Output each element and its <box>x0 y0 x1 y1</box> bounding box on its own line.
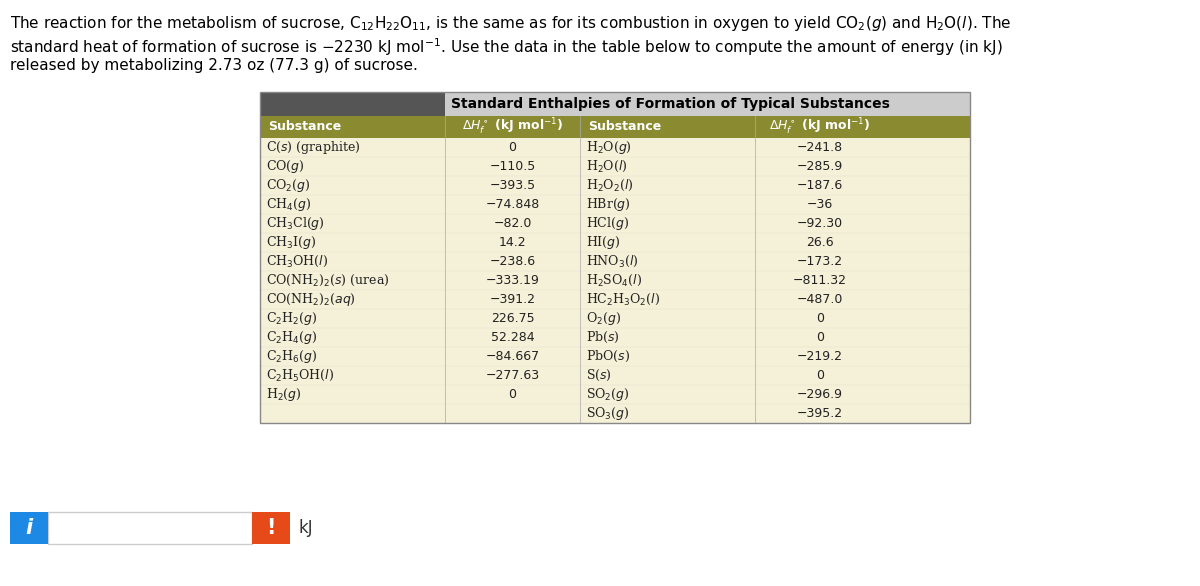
Text: H$_2$O($l$): H$_2$O($l$) <box>586 159 628 174</box>
Text: CH$_3$Cl($g$): CH$_3$Cl($g$) <box>266 215 325 232</box>
Text: $\Delta H_f^\circ$ (kJ mol$^{-1}$): $\Delta H_f^\circ$ (kJ mol$^{-1}$) <box>769 117 871 137</box>
Text: −285.9: −285.9 <box>797 160 844 173</box>
Text: C($s$) (graphite): C($s$) (graphite) <box>266 139 360 156</box>
Text: −219.2: −219.2 <box>797 350 842 363</box>
Text: kJ: kJ <box>298 519 313 537</box>
Text: CO(NH$_2$)$_2$($aq$): CO(NH$_2$)$_2$($aq$) <box>266 291 356 308</box>
Text: CO$_2$($g$): CO$_2$($g$) <box>266 177 311 194</box>
Text: H$_2$SO$_4$($l$): H$_2$SO$_4$($l$) <box>586 273 642 288</box>
Text: SO$_3$($g$): SO$_3$($g$) <box>586 405 630 422</box>
Bar <box>260 92 445 116</box>
Text: −84.667: −84.667 <box>486 350 540 363</box>
Bar <box>260 138 970 423</box>
Text: Substance: Substance <box>268 121 341 134</box>
Bar <box>10 512 48 544</box>
Text: C$_2$H$_6$($g$): C$_2$H$_6$($g$) <box>266 348 317 365</box>
Text: C$_2$H$_4$($g$): C$_2$H$_4$($g$) <box>266 329 317 346</box>
Text: 0: 0 <box>509 141 516 154</box>
Text: !: ! <box>266 518 276 538</box>
Text: $\Delta H_f^\circ$ (kJ mol$^{-1}$): $\Delta H_f^\circ$ (kJ mol$^{-1}$) <box>462 117 563 137</box>
Text: 14.2: 14.2 <box>499 236 527 249</box>
Text: S($s$): S($s$) <box>586 368 612 383</box>
Text: CH$_3$OH($l$): CH$_3$OH($l$) <box>266 254 328 269</box>
Text: −296.9: −296.9 <box>797 388 842 401</box>
Text: HCl($g$): HCl($g$) <box>586 215 629 232</box>
Text: HC$_2$H$_3$O$_2$($l$): HC$_2$H$_3$O$_2$($l$) <box>586 292 660 307</box>
Text: −391.2: −391.2 <box>490 293 535 306</box>
Text: −238.6: −238.6 <box>490 255 535 268</box>
Text: Standard Enthalpies of Formation of Typical Substances: Standard Enthalpies of Formation of Typi… <box>451 97 890 111</box>
Bar <box>260 116 970 138</box>
Bar <box>48 512 252 544</box>
Text: −487.0: −487.0 <box>797 293 844 306</box>
Text: CH$_4$($g$): CH$_4$($g$) <box>266 196 311 213</box>
Text: SO$_2$($g$): SO$_2$($g$) <box>586 386 630 403</box>
Text: CO($g$): CO($g$) <box>266 158 305 175</box>
Bar <box>260 92 970 423</box>
Text: C$_2$H$_5$OH($l$): C$_2$H$_5$OH($l$) <box>266 368 334 383</box>
Text: −393.5: −393.5 <box>490 179 535 192</box>
Text: O$_2$($g$): O$_2$($g$) <box>586 310 622 327</box>
Text: C$_2$H$_2$($g$): C$_2$H$_2$($g$) <box>266 310 317 327</box>
Text: HI($g$): HI($g$) <box>586 234 620 251</box>
Text: CO(NH$_2$)$_2$($s$) (urea): CO(NH$_2$)$_2$($s$) (urea) <box>266 273 390 288</box>
Text: −277.63: −277.63 <box>486 369 540 382</box>
Text: −36: −36 <box>806 198 833 211</box>
Text: −395.2: −395.2 <box>797 407 844 420</box>
Text: CH$_3$I($g$): CH$_3$I($g$) <box>266 234 316 251</box>
Text: 226.75: 226.75 <box>491 312 534 325</box>
Text: 0: 0 <box>816 331 824 344</box>
Text: H$_2$($g$): H$_2$($g$) <box>266 386 301 403</box>
Text: −187.6: −187.6 <box>797 179 844 192</box>
Text: 26.6: 26.6 <box>806 236 834 249</box>
Text: −110.5: −110.5 <box>490 160 535 173</box>
Text: −811.32: −811.32 <box>793 274 847 287</box>
Text: 0: 0 <box>816 369 824 382</box>
Text: standard heat of formation of sucrose is −2230 kJ mol$^{-1}$. Use the data in th: standard heat of formation of sucrose is… <box>10 36 1003 57</box>
Text: H$_2$O($g$): H$_2$O($g$) <box>586 139 632 156</box>
Text: Pb($s$): Pb($s$) <box>586 330 619 345</box>
Text: 0: 0 <box>509 388 516 401</box>
Text: −173.2: −173.2 <box>797 255 844 268</box>
Bar <box>252 512 290 544</box>
Text: i: i <box>25 518 32 538</box>
Text: H$_2$O$_2$($l$): H$_2$O$_2$($l$) <box>586 178 634 193</box>
Text: The reaction for the metabolism of sucrose, C$_{12}$H$_{22}$O$_{11}$, is the sam: The reaction for the metabolism of sucro… <box>10 14 1012 33</box>
Text: HBr($g$): HBr($g$) <box>586 196 631 213</box>
Text: 52.284: 52.284 <box>491 331 534 344</box>
Text: PbO($s$): PbO($s$) <box>586 349 630 364</box>
Text: released by metabolizing 2.73 oz (77.3 g) of sucrose.: released by metabolizing 2.73 oz (77.3 g… <box>10 58 418 73</box>
Bar <box>445 92 970 116</box>
Text: 0: 0 <box>816 312 824 325</box>
Text: HNO$_3$($l$): HNO$_3$($l$) <box>586 254 638 269</box>
Text: −92.30: −92.30 <box>797 217 844 230</box>
Text: −241.8: −241.8 <box>797 141 844 154</box>
Text: −82.0: −82.0 <box>493 217 532 230</box>
Text: −333.19: −333.19 <box>486 274 540 287</box>
Text: −74.848: −74.848 <box>485 198 540 211</box>
Text: Substance: Substance <box>588 121 661 134</box>
